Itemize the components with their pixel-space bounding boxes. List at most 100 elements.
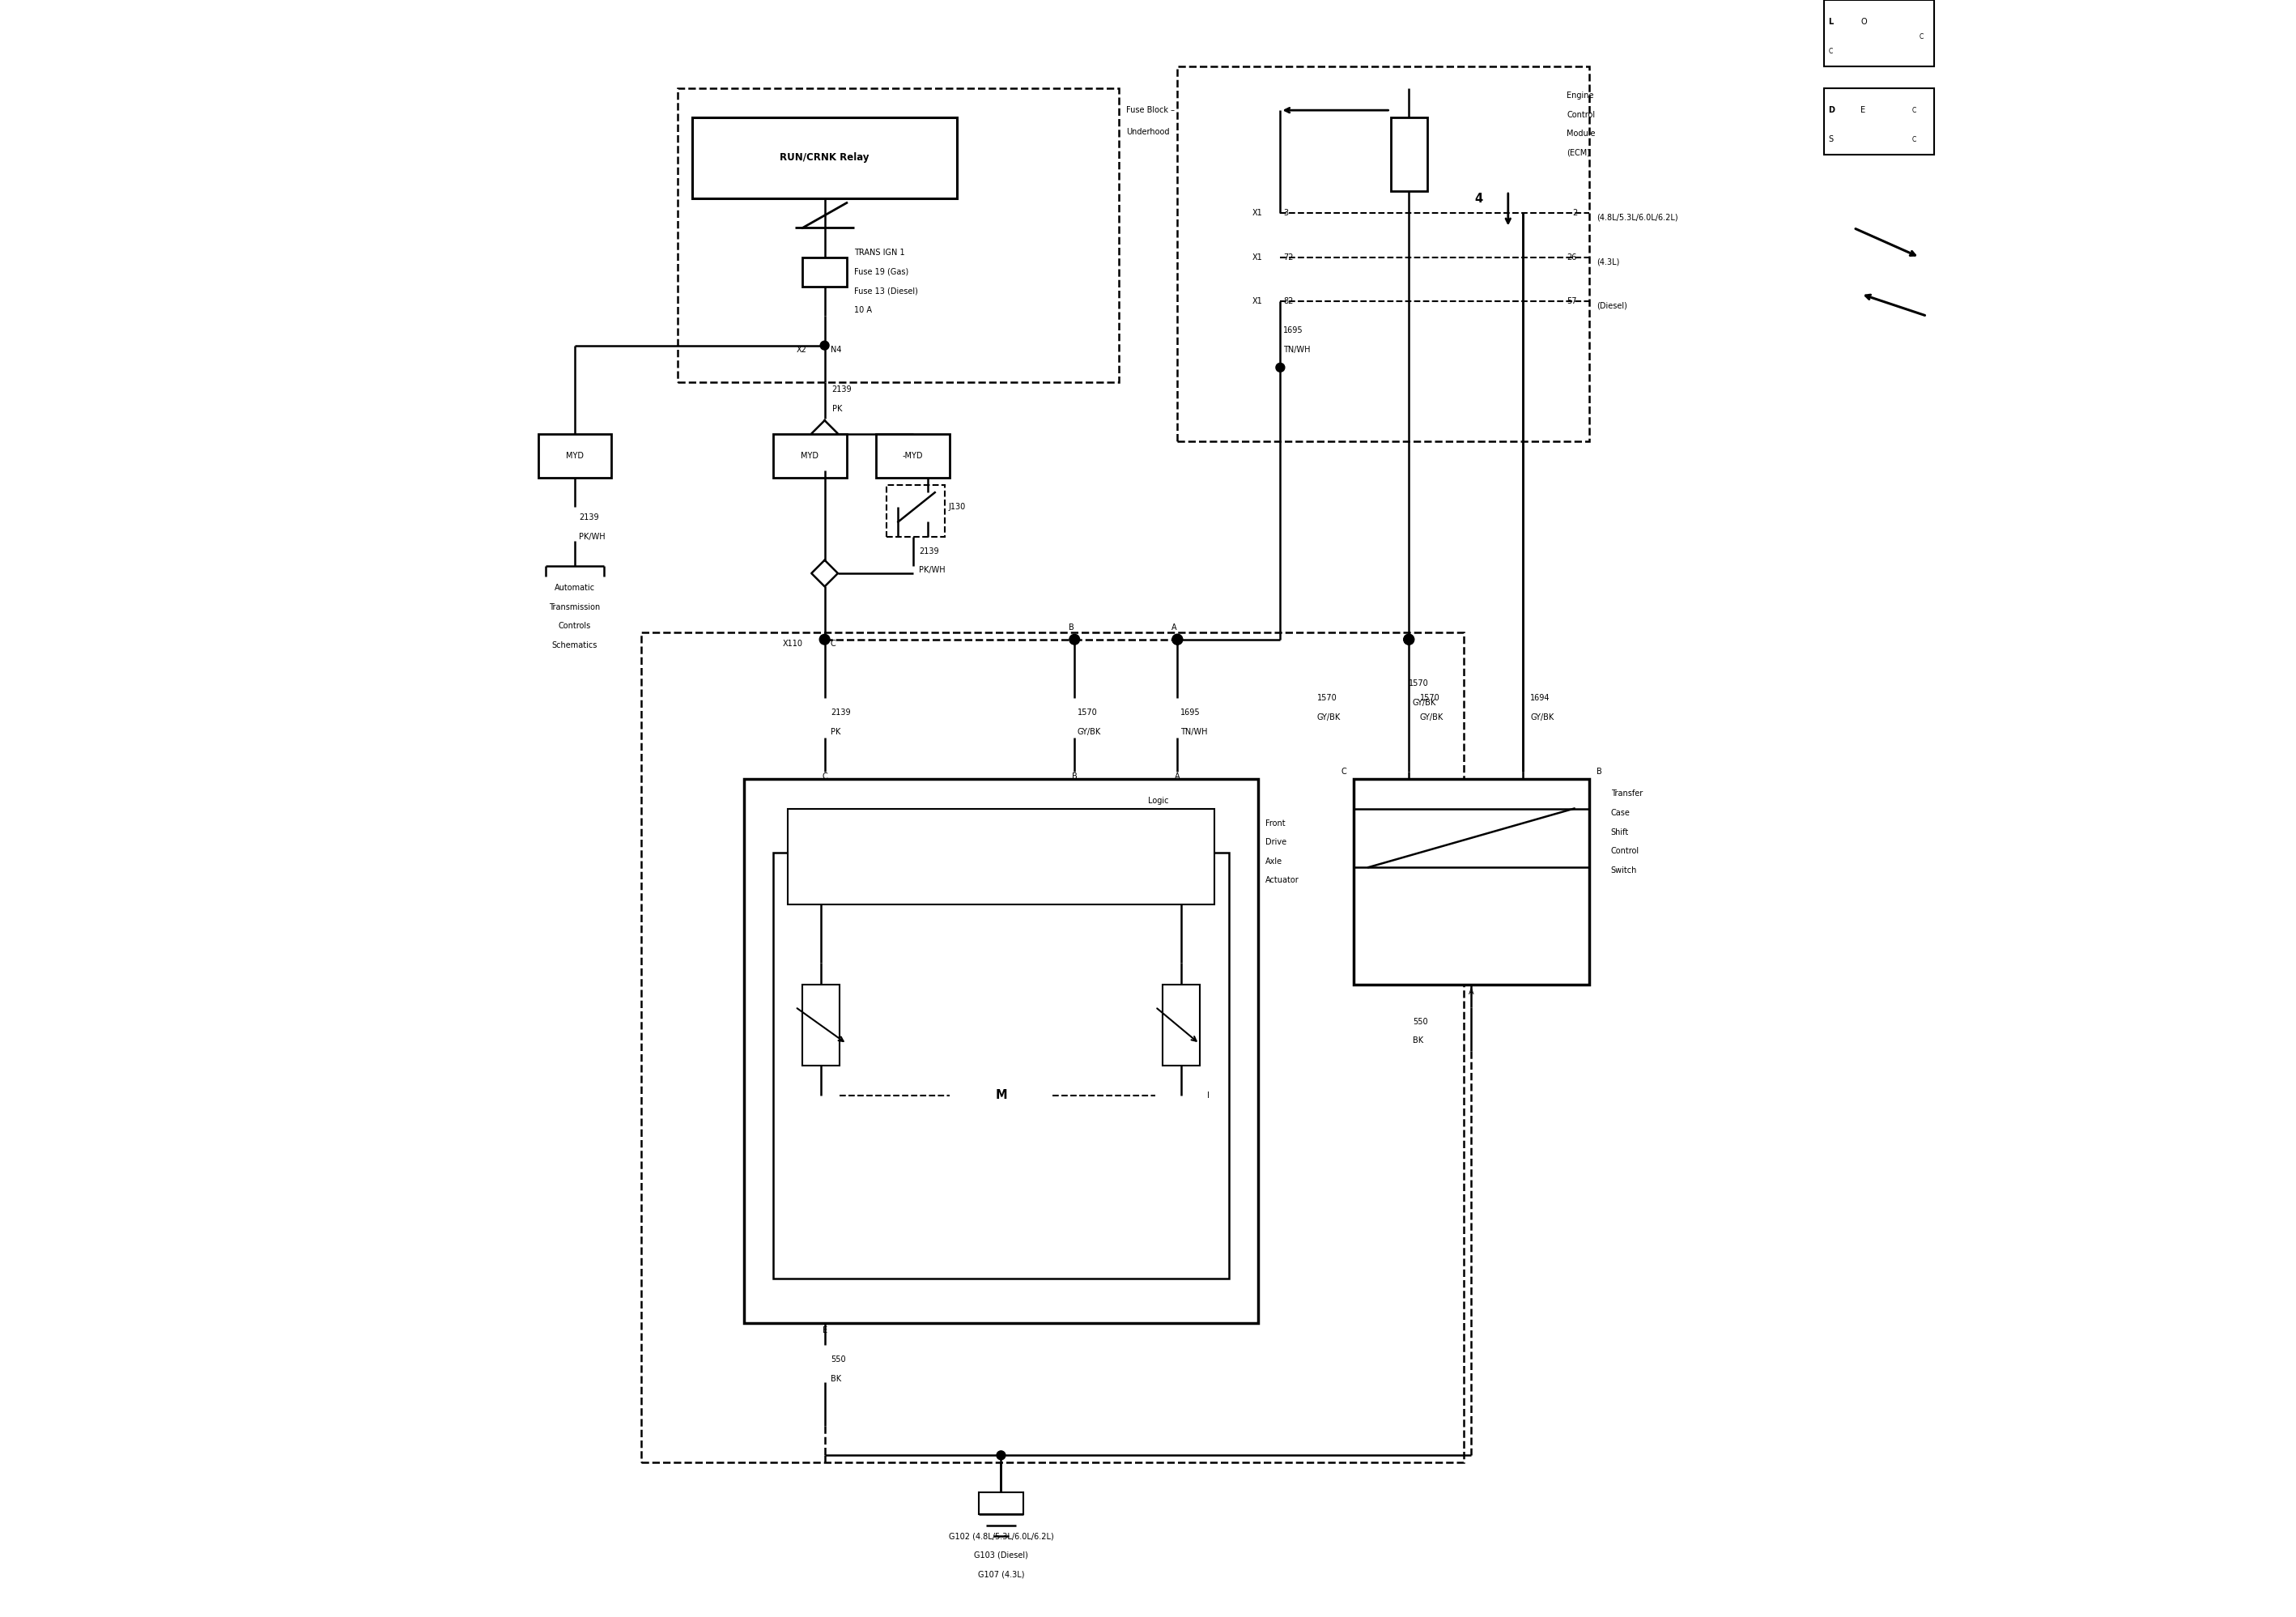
Text: (ECM): (ECM) [1566,149,1591,157]
Text: B: B [1070,624,1075,632]
Text: E: E [822,1326,827,1334]
Text: N4: N4 [831,346,840,354]
Text: Axle: Axle [1265,857,1283,865]
Circle shape [1403,634,1414,645]
Text: C: C [1913,107,1917,113]
Text: 1570: 1570 [1077,708,1097,716]
Text: 4: 4 [1474,192,1483,204]
Text: A: A [1171,624,1178,632]
Text: M: M [994,1090,1008,1101]
Text: A: A [1469,988,1474,996]
Text: TRANS IGN 1: TRANS IGN 1 [854,249,905,257]
Bar [774,433,847,477]
Bar [788,808,1215,904]
Bar [1823,0,1933,66]
Text: G102 (4.8L/5.3L/6.0L/6.2L): G102 (4.8L/5.3L/6.0L/6.2L) [948,1531,1054,1541]
Text: 1695: 1695 [1283,327,1304,335]
Text: RUN/CRNK Relay: RUN/CRNK Relay [781,152,870,163]
Text: TN/WH: TN/WH [1180,728,1208,736]
Text: G107 (4.3L): G107 (4.3L) [978,1570,1024,1578]
Text: 72: 72 [1283,254,1293,262]
Text: E: E [1860,107,1867,115]
Text: Shift: Shift [1612,828,1628,836]
Text: Control: Control [1612,847,1639,855]
Text: 1694: 1694 [1529,694,1550,702]
Text: Control: Control [1566,110,1596,118]
Text: GY/BK: GY/BK [1318,713,1341,721]
Bar [693,118,957,199]
Text: 550: 550 [831,1355,845,1363]
Text: PK/WH: PK/WH [918,566,946,574]
Bar [1823,89,1933,154]
Text: (4.3L): (4.3L) [1596,257,1619,265]
Text: 2139: 2139 [918,547,939,555]
Text: PK/WH: PK/WH [579,532,606,540]
Text: PK: PK [831,404,843,412]
Text: I: I [1208,1091,1210,1100]
Text: BK: BK [831,1374,840,1383]
Text: C: C [1341,768,1345,776]
Text: 57: 57 [1568,298,1577,306]
Text: GY/BK: GY/BK [1529,713,1554,721]
Bar [774,852,1228,1279]
Text: B: B [1596,768,1603,776]
Text: C: C [1828,49,1832,55]
Text: B: B [1072,771,1077,781]
Text: X2: X2 [797,346,806,354]
Bar [978,1492,1024,1514]
Text: X1: X1 [1251,209,1263,217]
Bar [1391,118,1428,191]
Text: Case: Case [1612,808,1630,817]
Text: 26: 26 [1568,254,1577,262]
Text: Transmission: Transmission [549,603,599,611]
Text: GY/BK: GY/BK [1419,713,1444,721]
Text: 10 A: 10 A [854,306,872,314]
Text: L: L [1828,18,1835,26]
Bar [877,433,951,477]
Text: 2139: 2139 [831,708,850,716]
Circle shape [820,341,829,349]
Text: GY/BK: GY/BK [1412,699,1437,707]
Circle shape [1403,634,1414,645]
Text: GY/BK: GY/BK [1077,728,1102,736]
Text: MYD: MYD [565,451,583,459]
Text: Fuse Block –: Fuse Block – [1125,107,1176,115]
Text: Drive: Drive [1265,838,1286,846]
Text: -MYD: -MYD [902,451,923,459]
Text: 3: 3 [1283,209,1288,217]
Text: A: A [1176,771,1180,781]
Text: D: D [1828,107,1835,115]
Text: Fuse 19 (Gas): Fuse 19 (Gas) [854,268,909,277]
Text: 2139: 2139 [831,385,852,393]
Bar [804,257,847,286]
Circle shape [1277,364,1286,372]
Text: Controls: Controls [558,623,590,631]
Text: C: C [831,640,836,648]
Text: O: O [1860,18,1867,26]
Text: Module: Module [1566,129,1596,137]
Text: Logic: Logic [1148,797,1169,805]
Text: X1: X1 [1251,298,1263,306]
Text: 1695: 1695 [1180,708,1201,716]
Text: PK: PK [831,728,840,736]
Text: MYD: MYD [801,451,820,459]
Text: 1570: 1570 [1318,694,1336,702]
Text: C: C [822,771,827,781]
Text: Fuse 13 (Diesel): Fuse 13 (Diesel) [854,286,918,296]
Text: (4.8L/5.3L/6.0L/6.2L): (4.8L/5.3L/6.0L/6.2L) [1596,213,1678,222]
Text: 2139: 2139 [579,513,599,522]
Text: Transfer: Transfer [1612,789,1642,797]
Bar [677,89,1118,382]
Bar [537,433,611,477]
Circle shape [996,1450,1006,1460]
Text: Underhood: Underhood [1125,128,1169,136]
Text: Actuator: Actuator [1265,876,1300,884]
Text: Schematics: Schematics [551,642,597,650]
Text: TN/WH: TN/WH [1283,346,1311,354]
Text: X110: X110 [783,640,804,648]
Text: 2: 2 [1573,209,1577,217]
Bar [744,779,1258,1323]
Text: Switch: Switch [1612,867,1637,875]
Text: J130: J130 [948,503,964,511]
Text: BK: BK [1412,1036,1424,1045]
